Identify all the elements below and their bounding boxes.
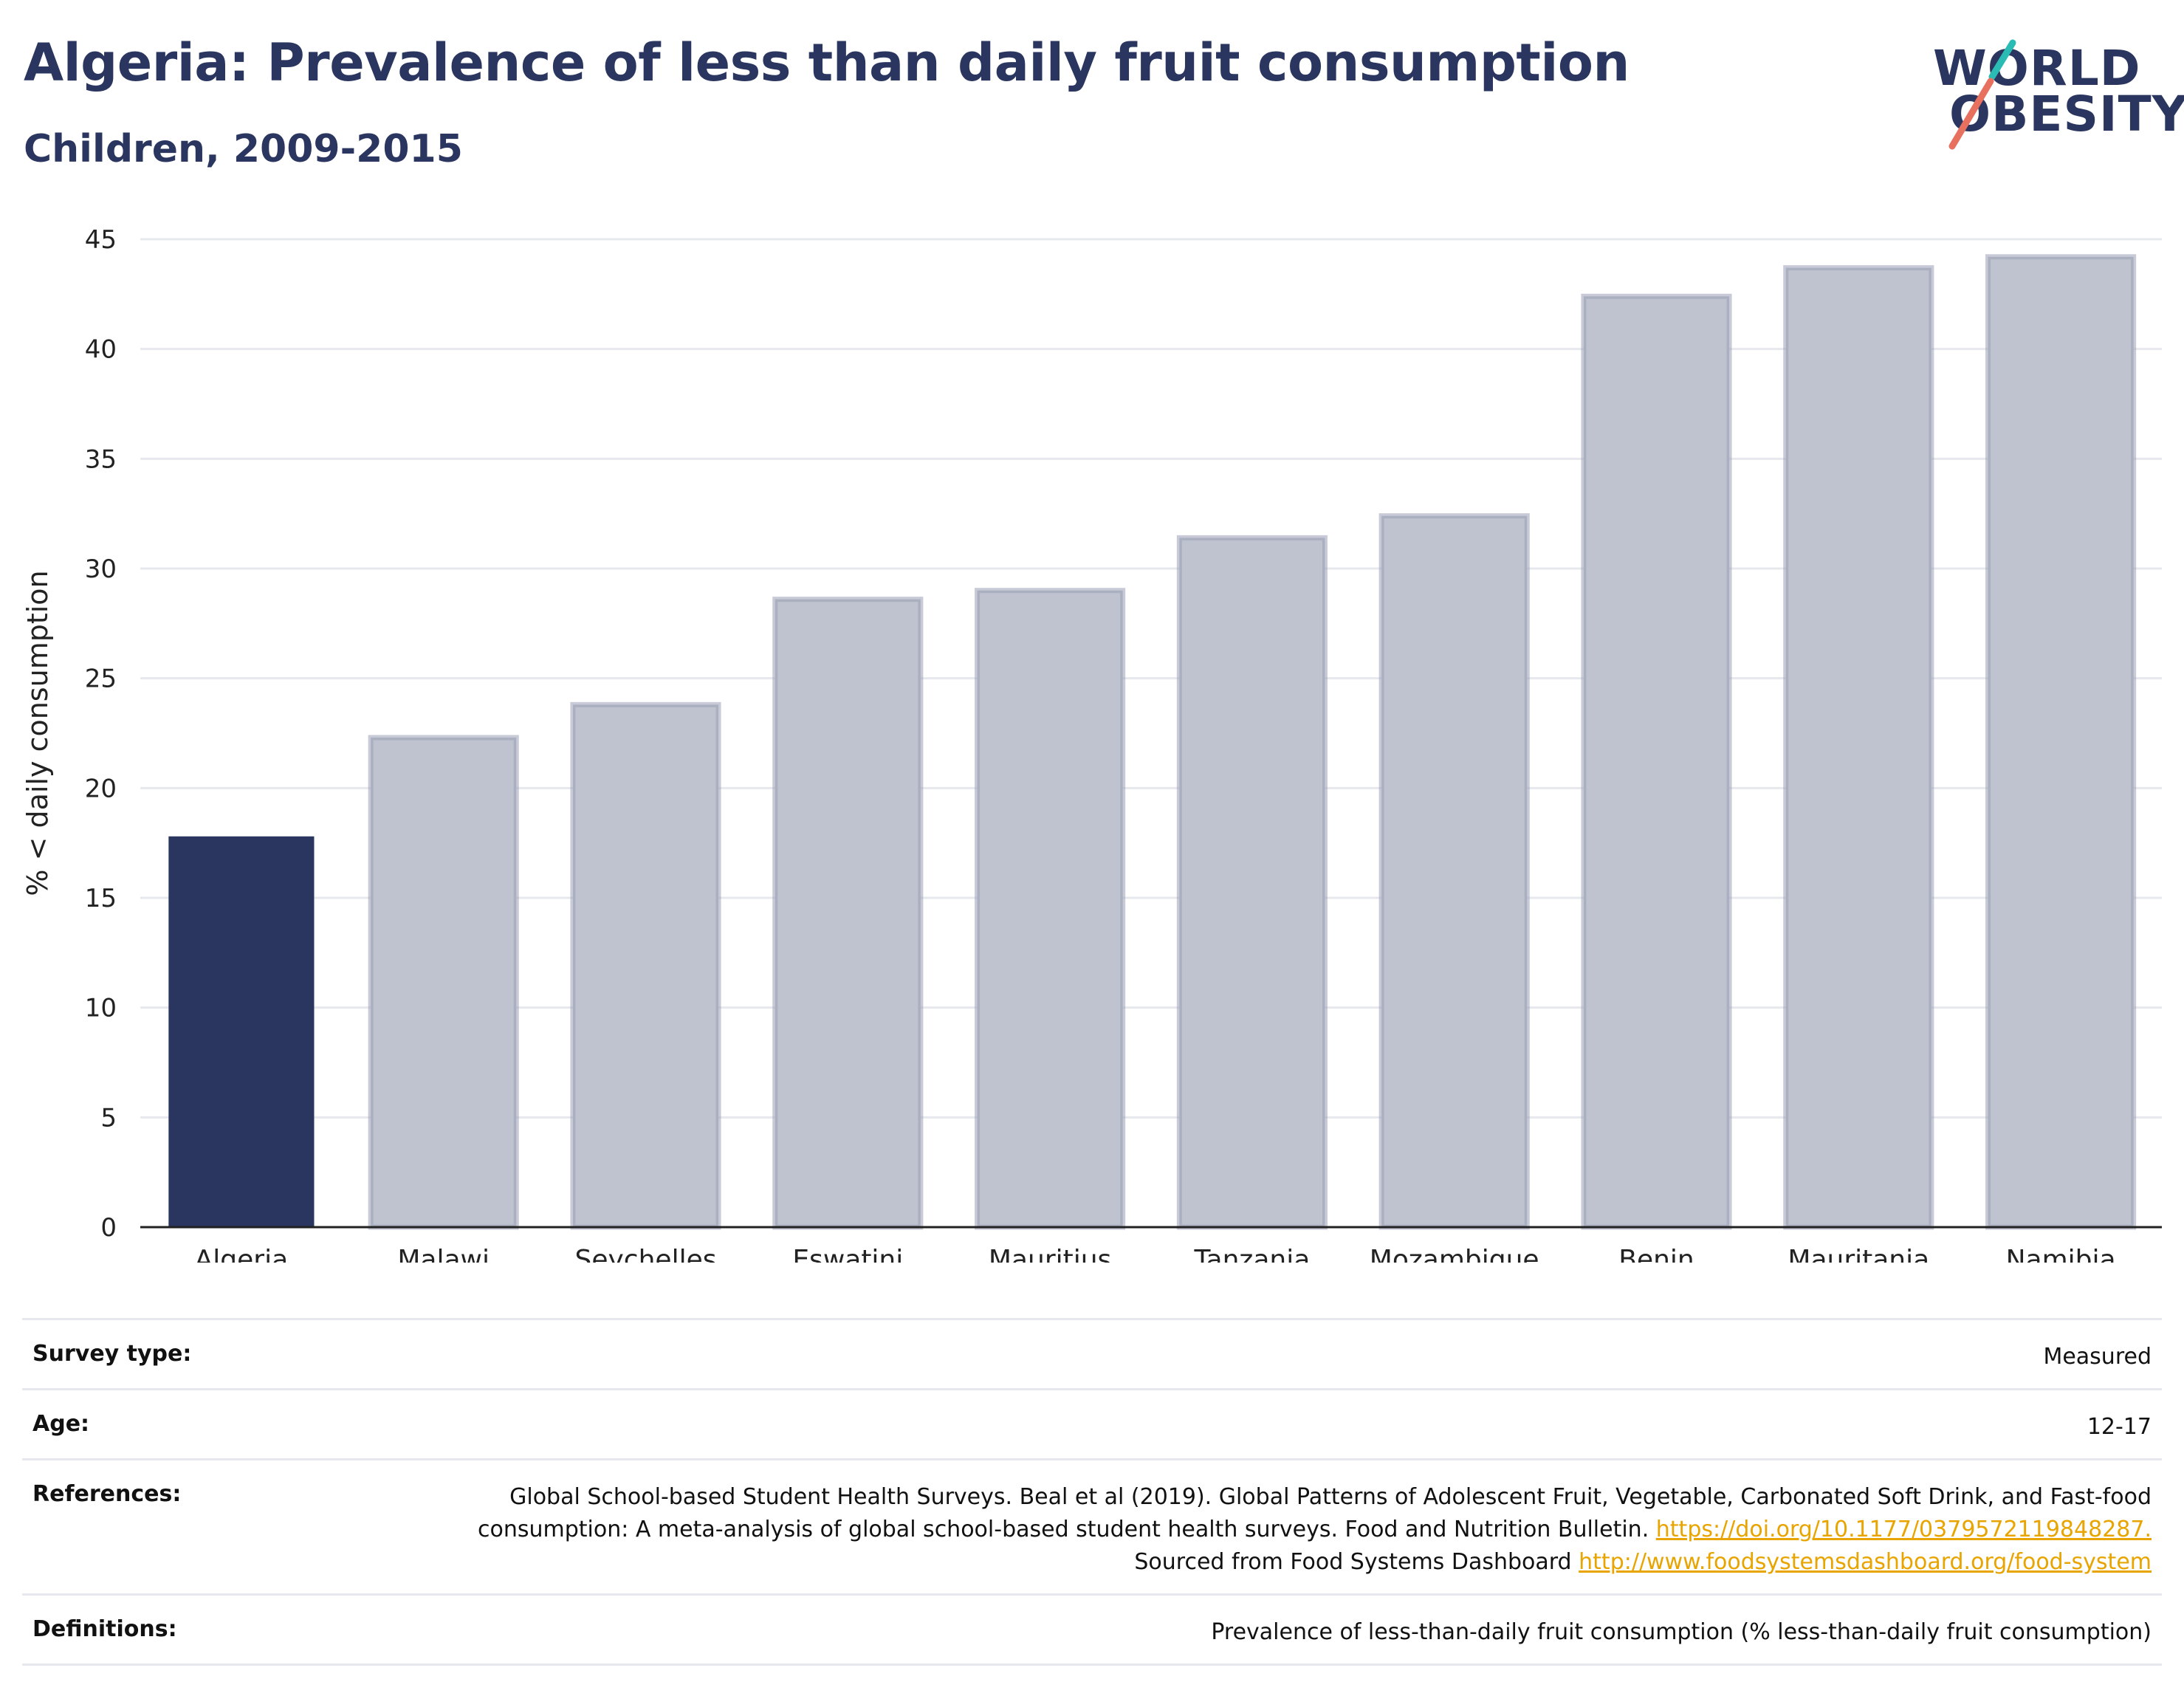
bar-namibia [1985,254,2137,1230]
doi-link[interactable]: https://doi.org/10.1177/0379572119848287… [1655,1517,2152,1542]
bar-seychelles [570,701,721,1230]
y-tick-label: 0 [100,1213,117,1243]
x-tick-label: Mauritius [989,1245,1111,1263]
bar-algeria [168,836,315,1227]
meta-row-references: References: Global School-based Student … [22,1458,2162,1593]
x-tick-label: Eswatini [792,1245,903,1263]
meta-row-survey-type: Survey type: Measured [22,1318,2162,1388]
survey-type-label: Survey type: [32,1341,192,1367]
logo-line-2: OBESITY [1949,86,2184,143]
chart-subtitle: Children, 2009-2015 [24,127,463,171]
y-tick-label: 35 [85,444,117,474]
y-tick-label: 40 [85,335,117,365]
y-tick-label: 20 [85,774,117,803]
age-value: 12-17 [2087,1414,2152,1440]
y-tick-label: 45 [85,225,117,255]
y-tick-label: 15 [85,884,117,913]
bar-eswatini [772,597,924,1230]
x-tick-label: Malawi [397,1245,490,1263]
chart-title: Algeria: Prevalence of less than daily f… [24,32,1630,93]
bar-malawi [368,735,519,1230]
meta-row-definitions: Definitions: Prevalence of less-than-dai… [22,1593,2162,1666]
references-source-text: Sourced from Food Systems Dashboard [1134,1549,1572,1575]
bar-mozambique [1378,513,1530,1230]
y-axis-title: % < daily consumption [21,570,54,896]
y-tick-label: 25 [85,665,117,694]
x-tick-label: Benin [1618,1245,1694,1263]
bar-tanzania [1176,535,1328,1230]
meta-row-age: Age: 12-17 [22,1388,2162,1458]
bar-mauritania [1783,265,1934,1230]
y-tick-label: 5 [100,1103,117,1133]
logo-slash-icon [1948,39,2016,150]
survey-type-value: Measured [2043,1344,2152,1370]
y-tick-label: 10 [85,994,117,1023]
bar-mauritius [975,588,1126,1230]
x-tick-label: Tanzania [1194,1245,1311,1263]
references-value: Global School-based Student Health Surve… [409,1481,2162,1579]
metadata-table: Survey type: Measured Age: 12-17 Referen… [22,1318,2162,1666]
food-systems-link[interactable]: http://www.foodsystemsdashboard.org/food… [1579,1549,2152,1575]
bar-chart: 0 5 10 15 20 25 30 35 40 45 Algeria Malawi Seychelle… [21,225,2162,1263]
bar-benin [1581,293,1732,1230]
x-tick-label: Mozambique [1370,1245,1539,1263]
logo-line-1: WORLD [1933,40,2141,97]
references-text: Global School-based Student Health Surve… [477,1484,2152,1542]
definitions-label: Definitions: [32,1616,177,1642]
x-tick-label: Seychelles [575,1245,717,1263]
world-obesity-logo: WORLD OBESITY [1920,30,2184,162]
y-tick-label: 30 [85,555,117,584]
references-label: References: [32,1481,182,1507]
x-tick-label: Mauritania [1788,1245,1929,1263]
x-tick-label: Namibia [2006,1245,2116,1263]
x-tick-label: Algeria [195,1245,289,1263]
age-label: Age: [32,1411,90,1437]
definitions-value: Prevalence of less-than-daily fruit cons… [1211,1619,2152,1645]
